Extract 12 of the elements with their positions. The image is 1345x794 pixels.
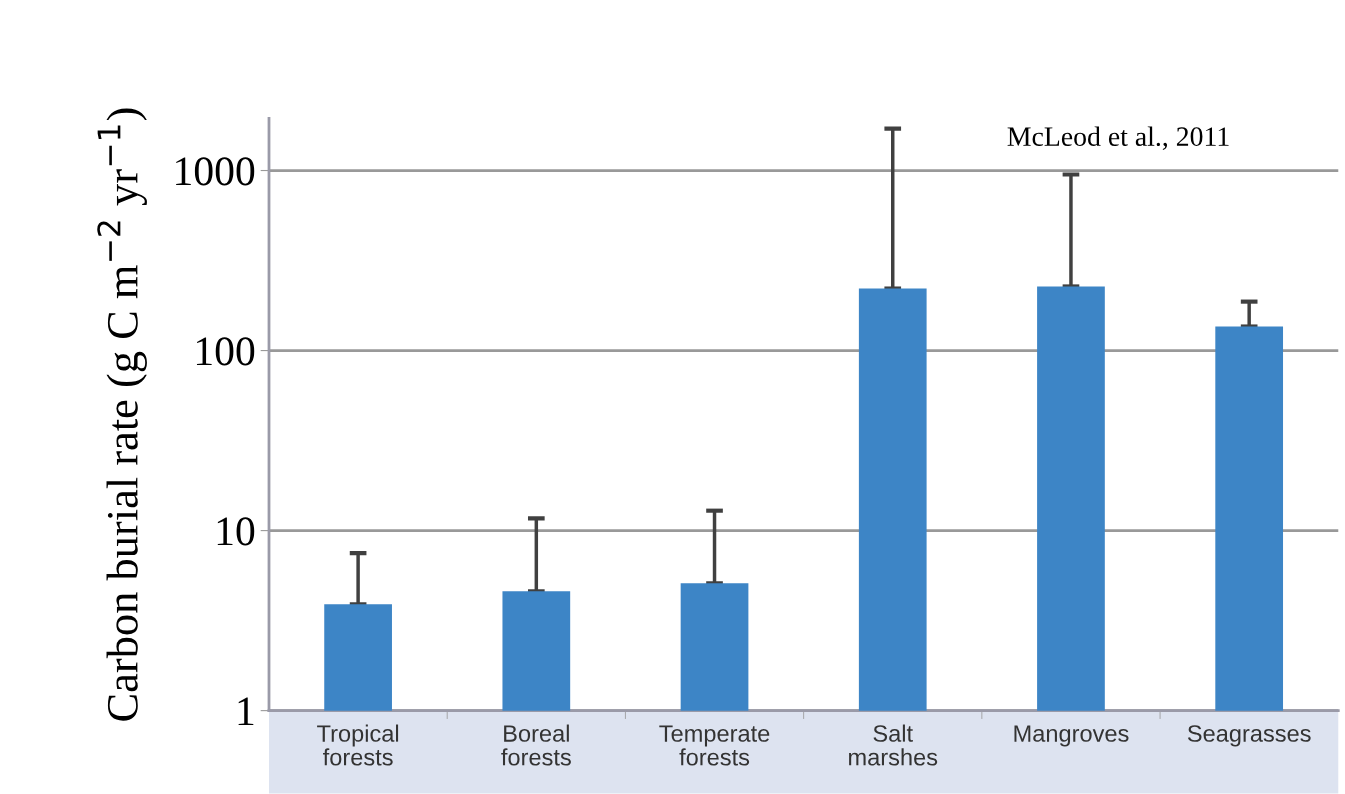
y-tick-label: 100 bbox=[196, 337, 255, 366]
x-tick-label: Temperate forests bbox=[659, 725, 770, 766]
x-tick-label: Seagrasses bbox=[1187, 725, 1311, 747]
y-tick-label: 1 bbox=[238, 697, 254, 726]
annotation: McLeod et al., 2011 bbox=[1007, 126, 1229, 150]
x-tick-label: Salt marshes bbox=[849, 724, 938, 766]
x-tick-label: Tropical forests bbox=[317, 724, 399, 766]
y-axis-title: Carbon burial rate (g C m$^{−2}$ yr$^{−1}$) bbox=[97, 108, 147, 721]
x-tick-label: Boreal forests bbox=[501, 724, 571, 766]
y-tick-label: 1000 bbox=[176, 157, 255, 186]
x-tick-label: Mangroves bbox=[1014, 725, 1129, 747]
y-tick-label: 10 bbox=[217, 517, 255, 546]
